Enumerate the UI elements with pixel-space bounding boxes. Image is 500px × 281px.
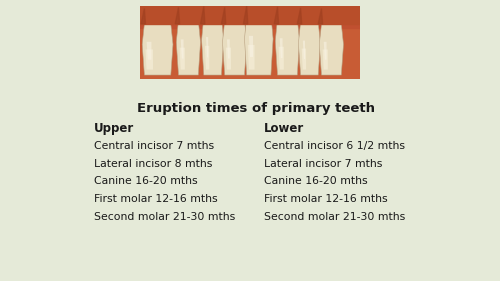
- PathPatch shape: [278, 47, 284, 70]
- PathPatch shape: [222, 20, 246, 75]
- PathPatch shape: [280, 38, 282, 58]
- Bar: [140, 6, 360, 28]
- PathPatch shape: [244, 15, 273, 75]
- PathPatch shape: [142, 24, 173, 75]
- PathPatch shape: [322, 49, 328, 70]
- PathPatch shape: [303, 40, 305, 59]
- Text: Lower: Lower: [264, 123, 304, 135]
- PathPatch shape: [227, 39, 230, 59]
- PathPatch shape: [206, 37, 208, 58]
- Polygon shape: [298, 8, 302, 24]
- Text: First molar 12-16 mths: First molar 12-16 mths: [264, 194, 388, 204]
- Text: Canine 16-20 mths: Canine 16-20 mths: [264, 176, 368, 186]
- Bar: [140, 6, 360, 24]
- Text: First molar 12-16 mths: First molar 12-16 mths: [94, 194, 217, 204]
- PathPatch shape: [276, 19, 299, 75]
- PathPatch shape: [180, 39, 184, 59]
- Polygon shape: [141, 8, 146, 24]
- PathPatch shape: [180, 48, 185, 70]
- Polygon shape: [175, 8, 180, 24]
- Text: Canine 16-20 mths: Canine 16-20 mths: [94, 176, 197, 186]
- PathPatch shape: [320, 24, 344, 75]
- PathPatch shape: [226, 48, 231, 70]
- Polygon shape: [274, 7, 278, 24]
- PathPatch shape: [248, 45, 254, 70]
- PathPatch shape: [202, 17, 224, 75]
- Text: Eruption times of primary teeth: Eruption times of primary teeth: [137, 102, 375, 115]
- PathPatch shape: [249, 36, 253, 57]
- Polygon shape: [200, 6, 205, 24]
- PathPatch shape: [176, 20, 201, 75]
- PathPatch shape: [205, 46, 210, 70]
- PathPatch shape: [302, 49, 306, 70]
- Text: Central incisor 7 mths: Central incisor 7 mths: [94, 141, 214, 151]
- Text: Second molar 21-30 mths: Second molar 21-30 mths: [94, 212, 235, 222]
- Polygon shape: [318, 8, 322, 24]
- Text: Central incisor 6 1/2 mths: Central incisor 6 1/2 mths: [264, 141, 405, 151]
- PathPatch shape: [324, 42, 326, 60]
- Polygon shape: [222, 8, 226, 24]
- PathPatch shape: [146, 49, 153, 70]
- Text: Upper: Upper: [94, 123, 134, 135]
- PathPatch shape: [298, 22, 320, 75]
- Polygon shape: [244, 6, 248, 24]
- Text: Lateral incisor 7 mths: Lateral incisor 7 mths: [264, 158, 382, 169]
- Text: Second molar 21-30 mths: Second molar 21-30 mths: [264, 212, 405, 222]
- Text: Lateral incisor 8 mths: Lateral incisor 8 mths: [94, 158, 212, 169]
- PathPatch shape: [146, 42, 152, 60]
